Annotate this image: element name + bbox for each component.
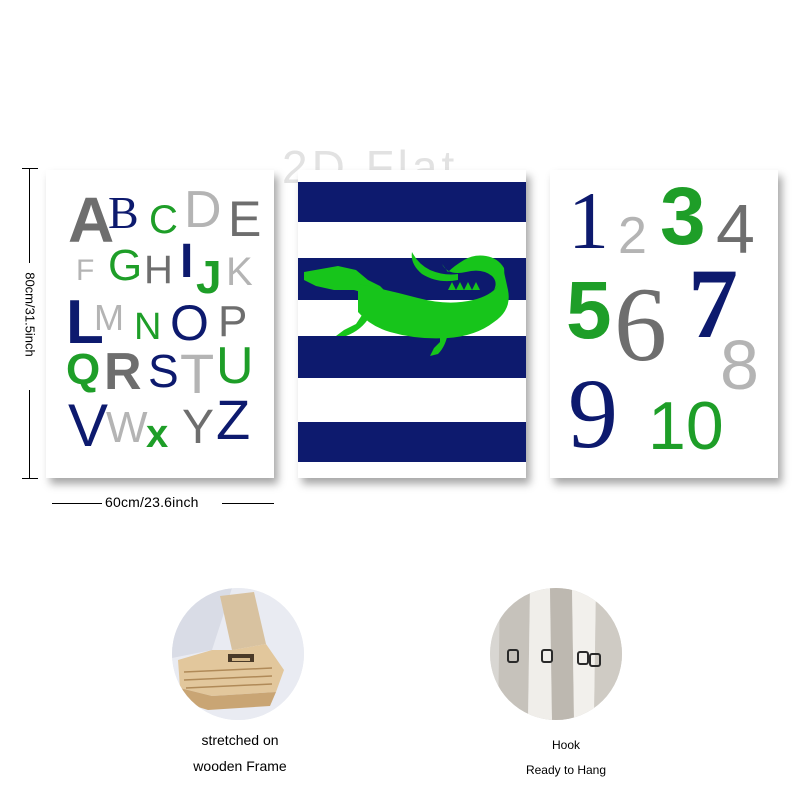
letter-j: J	[196, 251, 222, 303]
letter-y: Y	[182, 401, 215, 454]
letter-t: T	[180, 342, 215, 405]
hook-icon	[490, 588, 622, 720]
letter-b: B	[108, 187, 139, 238]
width-dimension-line-left	[52, 503, 102, 504]
height-dimension-top-tick	[22, 168, 38, 169]
height-dimension-line-bottom	[29, 390, 30, 478]
letter-i: I	[180, 235, 194, 288]
feature-frame-line1: stretched on	[201, 732, 279, 748]
navy-stripe	[298, 336, 526, 378]
letter-z: Z	[216, 388, 251, 451]
alphabet-canvas-panel: A B C D E F G H I J K L M N O P Q R S T …	[46, 170, 274, 478]
letter-m: M	[94, 297, 124, 338]
number-1: 1	[568, 175, 609, 266]
width-dimension-line-right	[222, 503, 274, 504]
letter-k: K	[226, 250, 253, 294]
letter-l: L	[66, 288, 104, 357]
crocodile-canvas-panel	[298, 170, 526, 478]
letter-n: N	[134, 306, 162, 348]
navy-stripe	[298, 422, 526, 462]
numbers-canvas-panel: 1 2 3 4 5 6 7 8 9 10	[550, 170, 778, 478]
number-8: 8	[720, 326, 759, 404]
number-10: 10	[648, 388, 724, 464]
height-dimension-line-top	[29, 168, 30, 263]
letter-x: x	[146, 412, 169, 456]
height-dimension-bottom-tick	[22, 478, 38, 479]
number-4: 4	[716, 190, 755, 268]
letter-e: E	[228, 191, 262, 247]
letter-w: W	[106, 403, 148, 452]
letter-o: O	[170, 295, 209, 351]
letter-f: F	[76, 254, 95, 287]
letter-u: U	[216, 337, 254, 395]
number-5: 5	[566, 265, 612, 356]
letter-d: D	[184, 181, 222, 239]
number-7: 7	[688, 248, 738, 359]
crocodile-icon	[304, 252, 509, 356]
letter-h: H	[144, 248, 173, 292]
letter-p: P	[218, 297, 248, 346]
number-2: 2	[618, 207, 647, 265]
letter-s: S	[148, 345, 179, 397]
feature-hook-line2: Ready to Hang	[525, 763, 607, 777]
feature-hook-line1: Hook	[551, 738, 580, 752]
letter-a: A	[68, 184, 115, 256]
number-9: 9	[568, 358, 618, 469]
letter-r: R	[104, 343, 142, 401]
letter-q: Q	[66, 345, 101, 394]
letter-v: V	[68, 392, 109, 459]
letter-g: G	[108, 241, 143, 290]
number-3: 3	[660, 171, 706, 262]
number-6: 6	[614, 266, 667, 383]
letter-c: C	[149, 198, 178, 242]
navy-stripe	[298, 182, 526, 222]
width-dimension-label: 60cm/23.6inch	[105, 494, 199, 510]
wooden-frame-icon	[172, 588, 304, 720]
feature-frame-line2: wooden Frame	[193, 758, 287, 774]
height-dimension-label: 80cm/31.5inch	[22, 272, 38, 357]
